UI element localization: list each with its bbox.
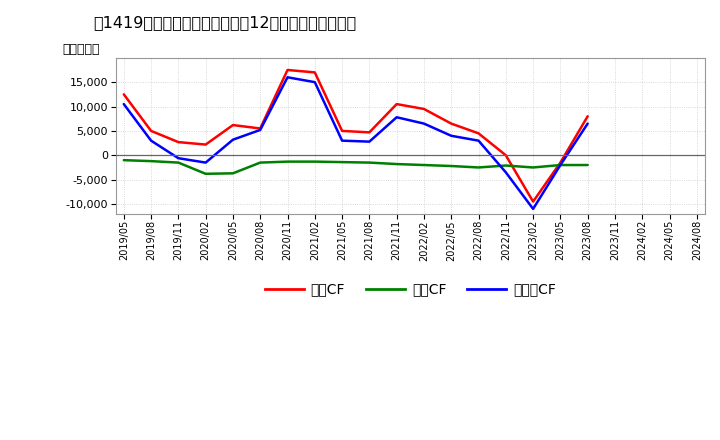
フリーCF [392,114,401,120]
営業CF [310,70,319,75]
営業CF [447,121,456,126]
投資CF [256,160,264,165]
営業CF [474,131,483,136]
Line: フリーCF: フリーCF [124,77,588,209]
フリーCF [229,137,238,142]
営業CF [556,160,564,165]
営業CF [256,126,264,131]
投資CF [556,162,564,168]
フリーCF [147,138,156,143]
営業CF [147,128,156,134]
営業CF [338,128,346,134]
投資CF [528,165,537,170]
フリーCF [474,138,483,143]
フリーCF [556,162,564,168]
営業CF [283,67,292,73]
投資CF [202,171,210,176]
フリーCF [202,160,210,165]
フリーCF [583,121,592,126]
フリーCF [120,102,128,107]
フリーCF [338,138,346,143]
投資CF [120,158,128,163]
Line: 営業CF: 営業CF [124,70,588,202]
投資CF [474,165,483,170]
フリーCF [310,80,319,85]
営業CF [583,114,592,119]
Line: 投資CF: 投資CF [124,160,588,174]
投資CF [392,161,401,167]
フリーCF [502,170,510,175]
投資CF [583,162,592,168]
投資CF [502,163,510,168]
フリーCF [528,206,537,212]
投資CF [147,158,156,164]
投資CF [283,159,292,164]
営業CF [528,199,537,204]
Text: （百万円）: （百万円） [63,43,100,56]
投資CF [174,160,183,165]
投資CF [338,159,346,165]
投資CF [365,160,374,165]
フリーCF [256,127,264,132]
フリーCF [365,139,374,144]
投資CF [420,162,428,168]
営業CF [174,139,183,145]
フリーCF [174,156,183,161]
営業CF [420,106,428,112]
Legend: 営業CF, 投資CF, フリーCF: 営業CF, 投資CF, フリーCF [259,277,562,302]
投資CF [229,171,238,176]
フリーCF [447,133,456,139]
営業CF [365,130,374,135]
Text: ［1419］　キャッシュフローの12か月移動合計の推移: ［1419］ キャッシュフローの12か月移動合計の推移 [94,15,357,30]
フリーCF [283,75,292,80]
投資CF [310,159,319,164]
営業CF [120,92,128,97]
営業CF [502,153,510,158]
フリーCF [420,121,428,126]
投資CF [447,163,456,169]
営業CF [229,122,238,128]
営業CF [392,102,401,107]
営業CF [202,142,210,147]
